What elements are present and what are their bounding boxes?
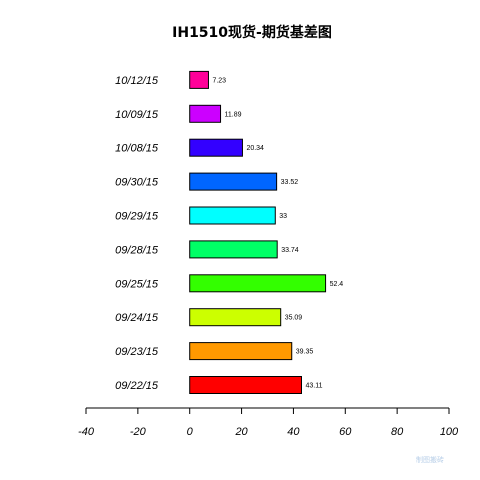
bar-09-28-15 [189,240,278,259]
value-label: 39.35 [296,349,314,356]
value-label: 33.74 [281,247,299,254]
bar-09-25-15 [189,274,327,293]
x-tick-label: 40 [287,426,300,438]
value-label: 52.4 [330,281,344,288]
category-label: 10/08/15 [115,143,159,155]
x-tick-label: 20 [234,426,248,438]
bar-09-23-15 [189,342,293,361]
category-label: 09/23/15 [115,346,159,358]
bar-10-09-15 [189,104,222,123]
bar-10-08-15 [189,138,243,157]
bar-09-30-15 [189,172,278,191]
category-label: 09/25/15 [115,278,159,290]
value-label: 20.34 [246,145,264,152]
x-tick-label: 80 [391,426,404,438]
value-label: 33 [279,213,287,220]
x-axis: -40 -20 0 20 40 60 80 100 [78,407,459,438]
bar-10-12-15 [189,70,209,89]
category-label: 09/22/15 [115,380,159,392]
bar-09-22-15 [189,376,302,394]
value-label: 35.09 [285,315,303,322]
value-label: 33.52 [281,179,299,186]
value-label: 43.11 [305,383,322,390]
bars-group: 09/22/15 43.11 09/23/15 39.35 09/24/15 35.09 0… [115,70,344,394]
category-label: 09/24/15 [115,312,159,324]
x-tick-label: 60 [339,426,352,438]
x-tick-label: 100 [440,426,459,438]
x-tick-label: -40 [78,426,95,438]
x-tick-label: 0 [187,426,194,438]
category-label: 10/12/15 [115,75,159,87]
x-tick-label: -20 [130,426,147,438]
chart-title: IH1510现货-期货基差图 [172,24,332,41]
category-label: 09/30/15 [115,177,159,189]
value-label: 11.89 [225,111,242,118]
category-label: 10/09/15 [115,109,159,121]
value-label: 7.23 [212,77,226,84]
bar-09-29-15 [189,206,276,225]
category-label: 09/29/15 [115,211,159,223]
bar-09-24-15 [189,308,282,327]
category-label: 09/28/15 [115,244,159,256]
watermark: 制图搬砖 [416,456,444,464]
